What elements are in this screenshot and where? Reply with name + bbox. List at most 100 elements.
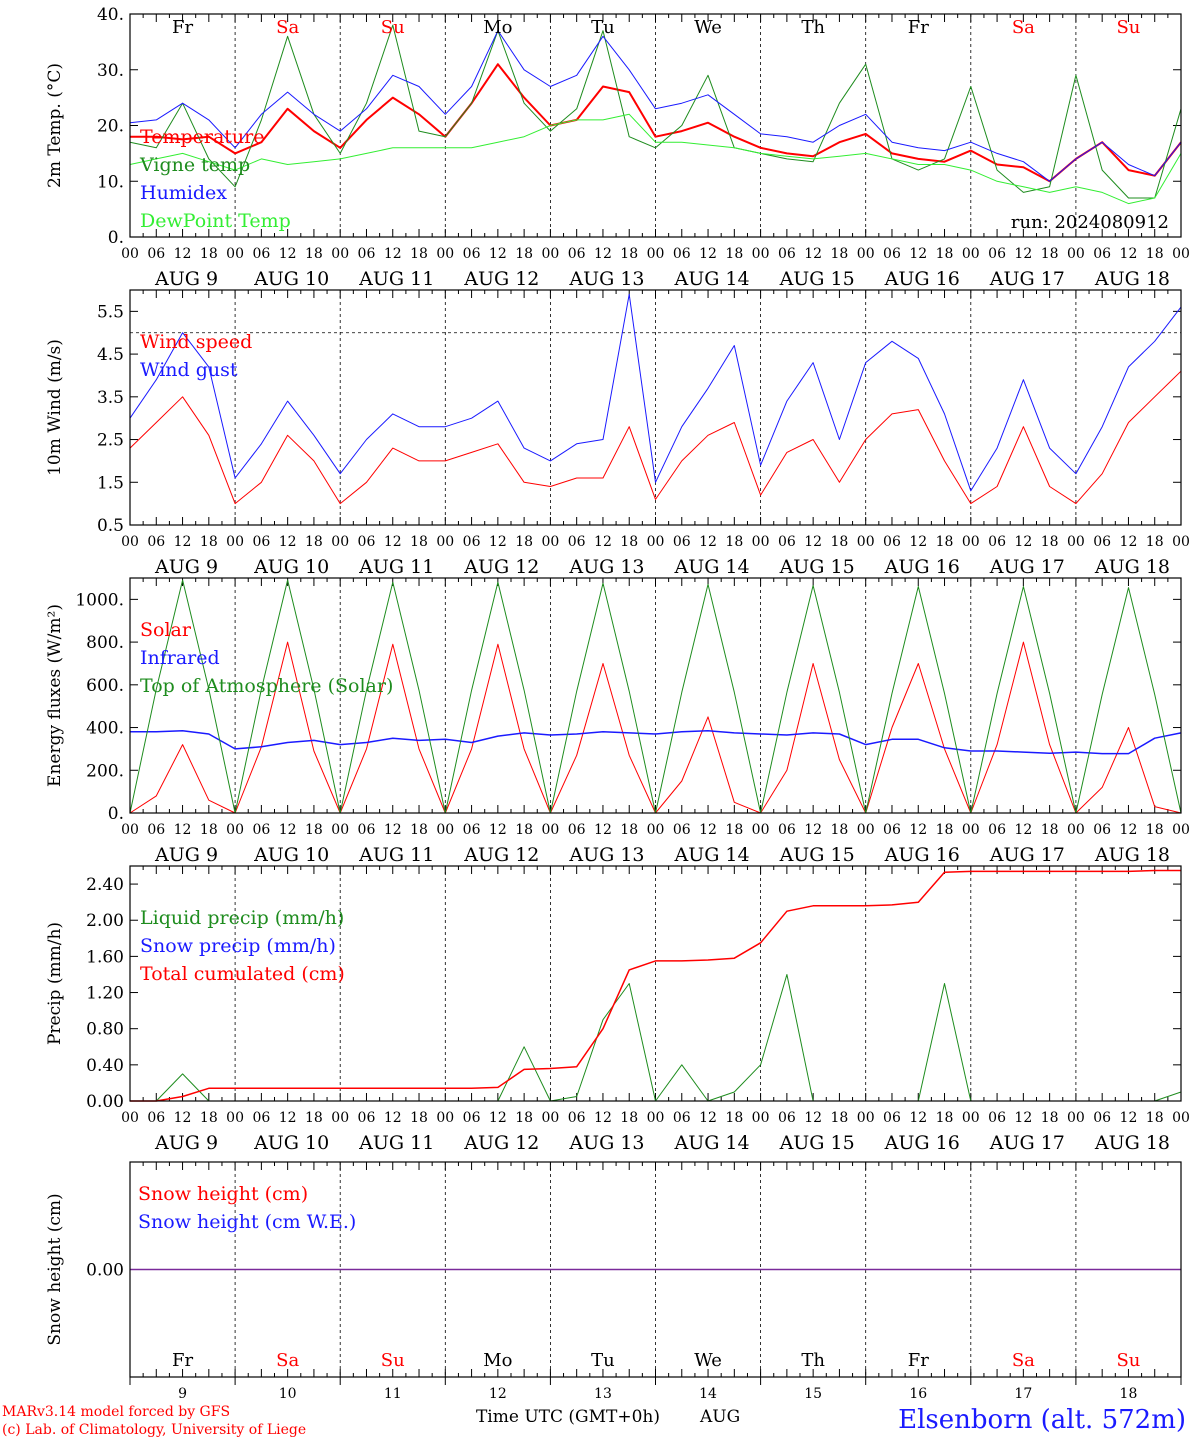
hour-tick-label: 06 <box>252 534 270 550</box>
date-label: AUG 15 <box>779 556 855 578</box>
hour-tick-label: 18 <box>831 1110 849 1126</box>
hour-tick-label: 12 <box>699 822 717 838</box>
y-tick-label: 2.5 <box>97 431 124 451</box>
date-label: AUG 11 <box>358 1132 434 1154</box>
hour-tick-label: 06 <box>988 246 1006 262</box>
hour-tick-label: 06 <box>252 1110 270 1126</box>
y-tick-label: 0. <box>108 804 124 824</box>
panel-2: 0.5 1.5 2.5 3.5 4.5 5.5 10m Wind (m/s) Wind spe… <box>45 289 1190 578</box>
hour-tick-label: 00 <box>857 1110 875 1126</box>
hour-tick-label: 00 <box>857 534 875 550</box>
y-tick-label: 0.00 <box>86 1092 124 1112</box>
weekday-label: Sa <box>276 1350 299 1371</box>
date-label: AUG 15 <box>779 268 855 290</box>
legend-entry: Total cumulated (cm) <box>140 963 345 985</box>
legend-entry: Humidex <box>140 182 227 204</box>
hour-tick-label: 18 <box>410 246 428 262</box>
hour-tick-label: 18 <box>1146 534 1164 550</box>
hour-tick-label: 18 <box>725 534 743 550</box>
y-tick-label: 0.80 <box>86 1020 124 1040</box>
legend-entry: Vigne temp <box>139 154 250 176</box>
hour-tick-label: 00 <box>436 822 454 838</box>
hour-tick-label: 06 <box>463 822 481 838</box>
hour-tick-label: 18 <box>831 246 849 262</box>
y-tick-label: 10. <box>97 172 124 192</box>
hour-tick-label: 06 <box>778 822 796 838</box>
hour-tick-label: 06 <box>252 822 270 838</box>
date-label: AUG 18 <box>1094 844 1170 866</box>
hour-tick-label: 12 <box>1014 246 1032 262</box>
hour-tick-label: 12 <box>1014 1110 1032 1126</box>
hour-tick-label: 06 <box>358 246 376 262</box>
hour-tick-label: 12 <box>1120 246 1138 262</box>
hour-tick-label: 12 <box>909 534 927 550</box>
hour-tick-label: 06 <box>568 246 586 262</box>
y-axis-label: Snow height (cm) <box>45 1193 65 1345</box>
hour-tick-label: 12 <box>174 822 192 838</box>
hour-tick-label: 00 <box>331 246 349 262</box>
hour-tick-label: 00 <box>541 822 559 838</box>
hour-tick-label: 18 <box>410 1110 428 1126</box>
y-tick-label: 2.40 <box>86 875 124 895</box>
hour-tick-label: 18 <box>305 534 323 550</box>
hour-tick-label: 12 <box>909 1110 927 1126</box>
date-label: AUG 16 <box>884 268 960 290</box>
hour-tick-label: 06 <box>1093 1110 1111 1126</box>
plot-frame <box>129 13 1182 238</box>
day-number-label: 10 <box>279 1386 297 1402</box>
hour-tick-label: 06 <box>883 1110 901 1126</box>
hour-tick-label: 12 <box>384 246 402 262</box>
hour-tick-label: 18 <box>831 822 849 838</box>
date-label: AUG 15 <box>779 844 855 866</box>
hour-tick-label: 18 <box>305 246 323 262</box>
series-line-wind-speed <box>129 370 1182 505</box>
y-tick-label: 5.5 <box>97 302 124 322</box>
hour-tick-label: 18 <box>200 534 218 550</box>
day-number-label: 14 <box>699 1386 717 1402</box>
hour-tick-label: 06 <box>147 822 165 838</box>
hour-tick-label: 00 <box>1172 1110 1190 1126</box>
hour-tick-label: 06 <box>463 246 481 262</box>
hour-tick-label: 12 <box>804 246 822 262</box>
weekday-label: Sa <box>276 17 299 38</box>
date-label: AUG 10 <box>253 556 329 578</box>
legend-entry: Snow precip (mm/h) <box>140 935 336 957</box>
hour-tick-label: 06 <box>1093 534 1111 550</box>
hour-tick-label: 12 <box>384 534 402 550</box>
weekday-label: Mo <box>483 1350 512 1371</box>
meteogram-panels: 0. 10. 20. 30. 40. 2m Temp. (°C) Temperature Vi… <box>45 5 1190 1402</box>
hour-tick-label: 00 <box>226 246 244 262</box>
date-label: AUG 11 <box>358 556 434 578</box>
date-label: AUG 11 <box>358 844 434 866</box>
y-axis-label: 10m Wind (m/s) <box>45 339 65 476</box>
hour-tick-label: 00 <box>331 534 349 550</box>
date-label: AUG 10 <box>253 268 329 290</box>
run-annotation: run: 2024080912 <box>1011 212 1169 233</box>
date-label: AUG 13 <box>568 268 644 290</box>
hour-tick-label: 18 <box>620 822 638 838</box>
hour-tick-label: 00 <box>121 822 139 838</box>
date-label: AUG 18 <box>1094 556 1170 578</box>
hour-tick-label: 00 <box>962 246 980 262</box>
hour-tick-label: 06 <box>358 534 376 550</box>
x-axis-label: Time UTC (GMT+0h) <box>476 1407 660 1427</box>
hour-tick-label: 00 <box>647 534 665 550</box>
y-tick-label: 1.60 <box>86 947 124 967</box>
legend-entry: Snow height (cm) <box>138 1183 308 1205</box>
series-line-solar <box>129 641 1182 814</box>
weekday-label: Th <box>801 1350 825 1371</box>
date-label: AUG 18 <box>1094 1132 1170 1154</box>
hour-tick-label: 06 <box>883 534 901 550</box>
date-label: AUG 17 <box>989 1132 1065 1154</box>
hour-tick-label: 00 <box>647 1110 665 1126</box>
weekday-label: Su <box>381 1350 405 1371</box>
y-axis-label: Energy fluxes (W/m²) <box>45 604 65 787</box>
hour-tick-label: 18 <box>515 534 533 550</box>
panel-4: 0.00 0.40 0.80 1.20 1.60 2.00 2.40 Precip (mm/h… <box>45 865 1190 1154</box>
hour-tick-label: 12 <box>489 1110 507 1126</box>
weekday-label: Fr <box>172 17 193 38</box>
hour-tick-label: 18 <box>1041 246 1059 262</box>
legend-entry: Solar <box>140 619 192 641</box>
y-tick-label: 2.00 <box>86 911 124 931</box>
